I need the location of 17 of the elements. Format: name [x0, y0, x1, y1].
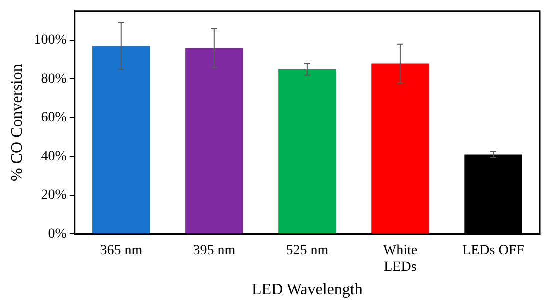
x-tick-label: White LEDs [383, 243, 418, 276]
x-tick-label: 395 nm [193, 243, 236, 258]
y-tick-label: 60% [41, 110, 68, 126]
y-tick-label: 100% [34, 33, 68, 48]
y-axis-title: % CO Conversion [8, 64, 26, 182]
x-tick-label: 365 nm [100, 243, 143, 258]
y-tick-label: 80% [41, 72, 68, 87]
bar [92, 46, 150, 234]
y-tick-label: 0% [48, 226, 68, 242]
bar [372, 64, 430, 234]
bar [278, 70, 336, 234]
bar [186, 48, 244, 234]
x-tick-label: LEDs OFF [462, 243, 525, 258]
y-tick-label: 40% [41, 149, 68, 164]
y-tick-label: 20% [41, 188, 68, 204]
x-axis-title: LED Wavelength [252, 282, 363, 299]
x-tick-label: 525 nm [286, 243, 329, 258]
